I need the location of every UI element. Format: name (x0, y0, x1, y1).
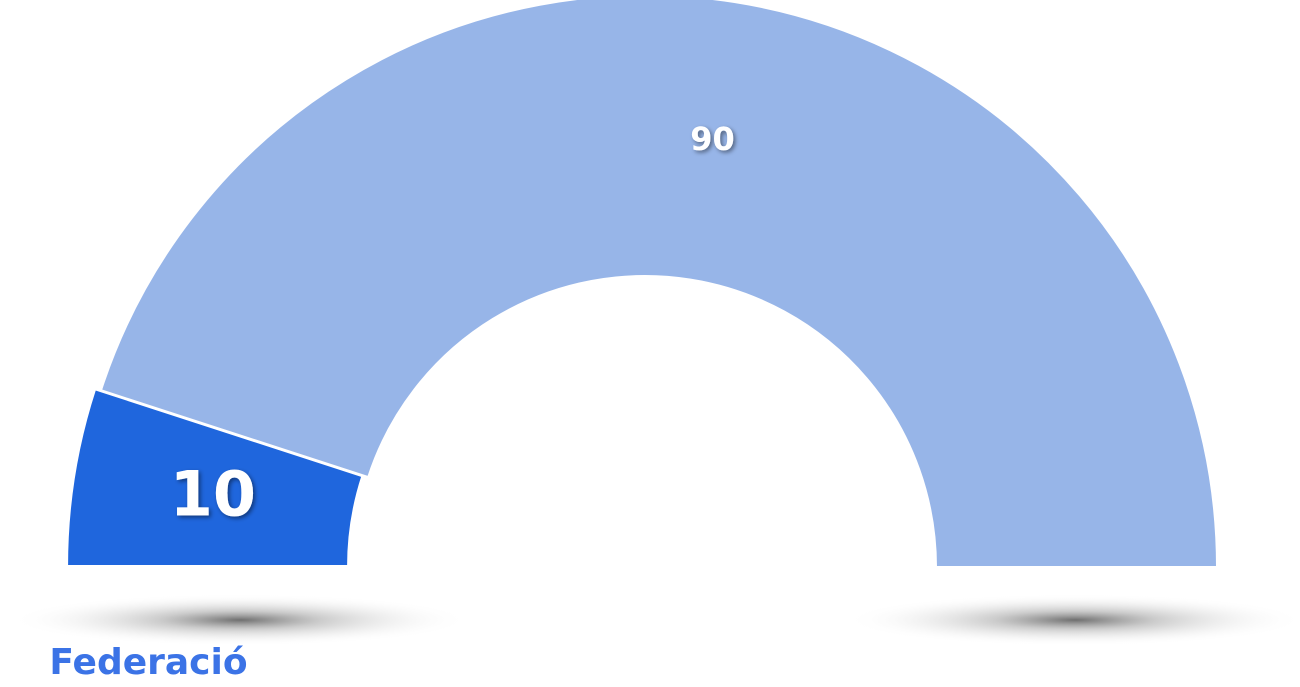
base-shadow (10, 594, 470, 646)
category-label: Federació (49, 642, 247, 683)
base-shadow (845, 594, 1300, 646)
gauge-segment (99, 0, 1219, 568)
value-label: 90 (690, 120, 735, 158)
value-label: 10 (170, 458, 256, 531)
gauge-segment (66, 388, 364, 568)
